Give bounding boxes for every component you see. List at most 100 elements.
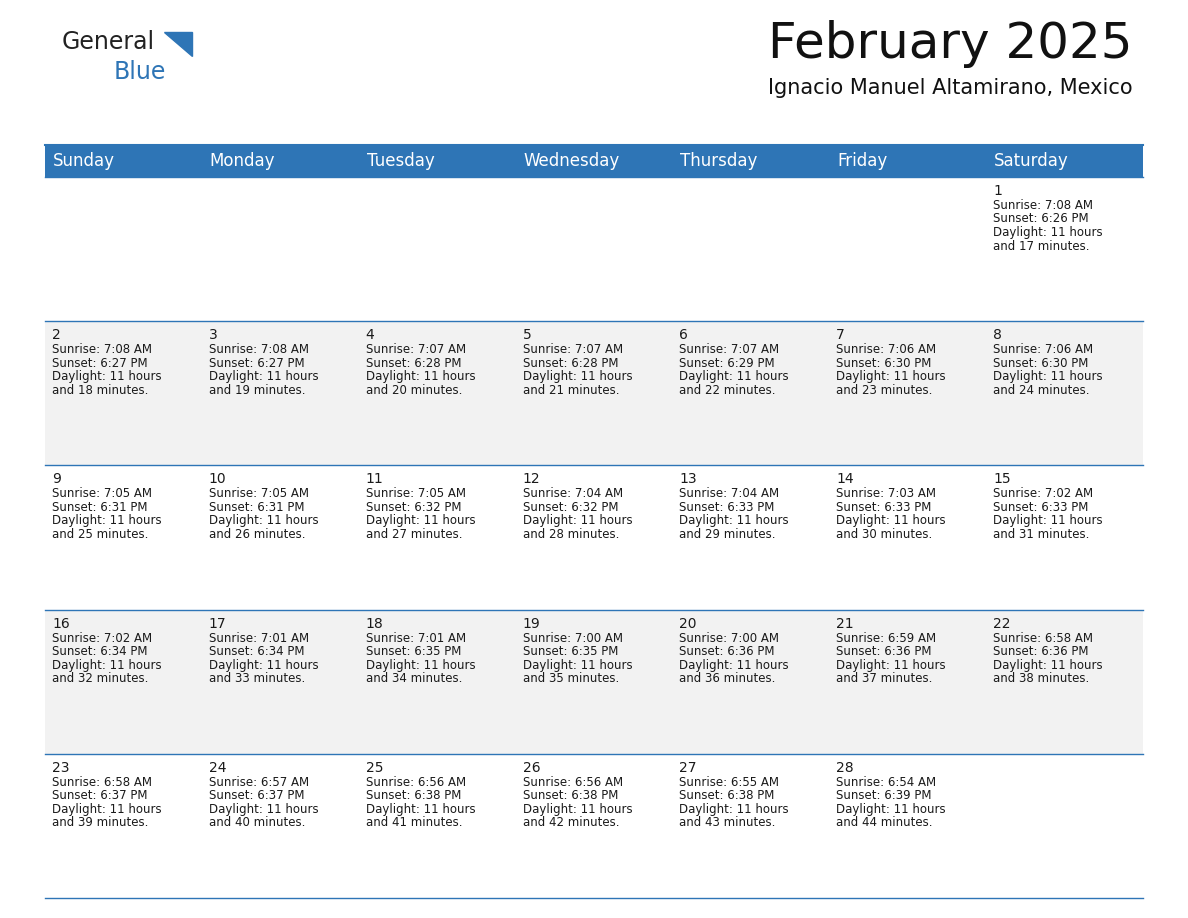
Text: Sunrise: 7:01 AM: Sunrise: 7:01 AM <box>209 632 309 644</box>
Text: 21: 21 <box>836 617 854 631</box>
Text: and 41 minutes.: and 41 minutes. <box>366 816 462 829</box>
Text: Sunset: 6:34 PM: Sunset: 6:34 PM <box>209 645 304 658</box>
Text: Daylight: 11 hours: Daylight: 11 hours <box>836 803 946 816</box>
Text: 7: 7 <box>836 329 845 342</box>
Text: Sunrise: 7:04 AM: Sunrise: 7:04 AM <box>680 487 779 500</box>
Text: Sunrise: 7:08 AM: Sunrise: 7:08 AM <box>993 199 1093 212</box>
Text: and 18 minutes.: and 18 minutes. <box>52 384 148 397</box>
Text: Sunset: 6:27 PM: Sunset: 6:27 PM <box>52 357 147 370</box>
Text: 28: 28 <box>836 761 854 775</box>
Text: and 40 minutes.: and 40 minutes. <box>209 816 305 829</box>
Text: Sunrise: 7:01 AM: Sunrise: 7:01 AM <box>366 632 466 644</box>
Text: and 31 minutes.: and 31 minutes. <box>993 528 1089 541</box>
Text: Daylight: 11 hours: Daylight: 11 hours <box>993 226 1102 239</box>
Text: Daylight: 11 hours: Daylight: 11 hours <box>52 658 162 672</box>
Text: and 22 minutes.: and 22 minutes. <box>680 384 776 397</box>
Text: Thursday: Thursday <box>681 152 758 170</box>
Text: Daylight: 11 hours: Daylight: 11 hours <box>366 514 475 528</box>
Text: Sunset: 6:35 PM: Sunset: 6:35 PM <box>366 645 461 658</box>
Text: Sunset: 6:26 PM: Sunset: 6:26 PM <box>993 212 1088 226</box>
Text: Ignacio Manuel Altamirano, Mexico: Ignacio Manuel Altamirano, Mexico <box>769 78 1133 98</box>
Text: Sunrise: 7:07 AM: Sunrise: 7:07 AM <box>680 343 779 356</box>
Text: 27: 27 <box>680 761 697 775</box>
Text: Sunset: 6:38 PM: Sunset: 6:38 PM <box>680 789 775 802</box>
Text: Sunrise: 6:56 AM: Sunrise: 6:56 AM <box>523 776 623 789</box>
Text: Daylight: 11 hours: Daylight: 11 hours <box>209 370 318 383</box>
Text: 9: 9 <box>52 473 61 487</box>
Text: Sunrise: 6:58 AM: Sunrise: 6:58 AM <box>993 632 1093 644</box>
Text: 3: 3 <box>209 329 217 342</box>
Text: Sunset: 6:33 PM: Sunset: 6:33 PM <box>836 501 931 514</box>
Text: 6: 6 <box>680 329 688 342</box>
Text: 15: 15 <box>993 473 1011 487</box>
Text: Sunset: 6:31 PM: Sunset: 6:31 PM <box>209 501 304 514</box>
Text: Sunset: 6:32 PM: Sunset: 6:32 PM <box>366 501 461 514</box>
Text: Sunset: 6:33 PM: Sunset: 6:33 PM <box>993 501 1088 514</box>
Text: Sunrise: 7:05 AM: Sunrise: 7:05 AM <box>366 487 466 500</box>
Text: and 34 minutes.: and 34 minutes. <box>366 672 462 685</box>
Text: Daylight: 11 hours: Daylight: 11 hours <box>209 658 318 672</box>
Text: 8: 8 <box>993 329 1001 342</box>
Text: Sunrise: 7:08 AM: Sunrise: 7:08 AM <box>52 343 152 356</box>
Text: and 24 minutes.: and 24 minutes. <box>993 384 1089 397</box>
Text: and 29 minutes.: and 29 minutes. <box>680 528 776 541</box>
Text: Daylight: 11 hours: Daylight: 11 hours <box>366 803 475 816</box>
Text: Daylight: 11 hours: Daylight: 11 hours <box>680 803 789 816</box>
Text: Sunset: 6:38 PM: Sunset: 6:38 PM <box>366 789 461 802</box>
Text: Daylight: 11 hours: Daylight: 11 hours <box>523 370 632 383</box>
Text: Daylight: 11 hours: Daylight: 11 hours <box>52 514 162 528</box>
Text: and 35 minutes.: and 35 minutes. <box>523 672 619 685</box>
Text: 2: 2 <box>52 329 61 342</box>
Text: Daylight: 11 hours: Daylight: 11 hours <box>523 514 632 528</box>
Text: and 28 minutes.: and 28 minutes. <box>523 528 619 541</box>
Text: Sunset: 6:30 PM: Sunset: 6:30 PM <box>836 357 931 370</box>
Text: Daylight: 11 hours: Daylight: 11 hours <box>366 658 475 672</box>
Text: 18: 18 <box>366 617 384 631</box>
Text: and 42 minutes.: and 42 minutes. <box>523 816 619 829</box>
Text: Sunrise: 7:04 AM: Sunrise: 7:04 AM <box>523 487 623 500</box>
Text: Tuesday: Tuesday <box>367 152 435 170</box>
Text: and 38 minutes.: and 38 minutes. <box>993 672 1089 685</box>
Bar <box>45 610 1143 754</box>
Text: General: General <box>62 30 156 54</box>
Text: Friday: Friday <box>838 152 887 170</box>
Text: Sunset: 6:37 PM: Sunset: 6:37 PM <box>52 789 147 802</box>
Text: Daylight: 11 hours: Daylight: 11 hours <box>52 803 162 816</box>
Bar <box>45 145 1143 177</box>
Text: and 27 minutes.: and 27 minutes. <box>366 528 462 541</box>
Text: February 2025: February 2025 <box>769 20 1133 68</box>
Text: Sunrise: 6:55 AM: Sunrise: 6:55 AM <box>680 776 779 789</box>
Text: Sunset: 6:30 PM: Sunset: 6:30 PM <box>993 357 1088 370</box>
Text: Daylight: 11 hours: Daylight: 11 hours <box>993 658 1102 672</box>
Text: 14: 14 <box>836 473 854 487</box>
Text: Sunrise: 7:00 AM: Sunrise: 7:00 AM <box>523 632 623 644</box>
Text: Daylight: 11 hours: Daylight: 11 hours <box>680 658 789 672</box>
Text: Daylight: 11 hours: Daylight: 11 hours <box>209 514 318 528</box>
Text: and 23 minutes.: and 23 minutes. <box>836 384 933 397</box>
Text: Daylight: 11 hours: Daylight: 11 hours <box>836 370 946 383</box>
Text: 12: 12 <box>523 473 541 487</box>
Text: and 37 minutes.: and 37 minutes. <box>836 672 933 685</box>
Text: Daylight: 11 hours: Daylight: 11 hours <box>993 514 1102 528</box>
Text: Sunrise: 7:02 AM: Sunrise: 7:02 AM <box>52 632 152 644</box>
Text: Sunrise: 7:06 AM: Sunrise: 7:06 AM <box>836 343 936 356</box>
Text: Sunset: 6:37 PM: Sunset: 6:37 PM <box>209 789 304 802</box>
Text: Sunrise: 7:07 AM: Sunrise: 7:07 AM <box>366 343 466 356</box>
Bar <box>45 177 1143 321</box>
Text: Sunset: 6:36 PM: Sunset: 6:36 PM <box>836 645 931 658</box>
Text: Daylight: 11 hours: Daylight: 11 hours <box>836 514 946 528</box>
Text: Sunrise: 7:05 AM: Sunrise: 7:05 AM <box>209 487 309 500</box>
Text: Sunset: 6:35 PM: Sunset: 6:35 PM <box>523 645 618 658</box>
Text: 20: 20 <box>680 617 697 631</box>
Text: Sunset: 6:31 PM: Sunset: 6:31 PM <box>52 501 147 514</box>
Text: 24: 24 <box>209 761 227 775</box>
Text: 1: 1 <box>993 184 1001 198</box>
Text: Daylight: 11 hours: Daylight: 11 hours <box>680 370 789 383</box>
Text: 26: 26 <box>523 761 541 775</box>
Text: Sunrise: 7:08 AM: Sunrise: 7:08 AM <box>209 343 309 356</box>
Text: and 30 minutes.: and 30 minutes. <box>836 528 933 541</box>
Text: 16: 16 <box>52 617 70 631</box>
Text: Sunday: Sunday <box>53 152 115 170</box>
Text: Sunset: 6:28 PM: Sunset: 6:28 PM <box>366 357 461 370</box>
Text: Sunrise: 6:58 AM: Sunrise: 6:58 AM <box>52 776 152 789</box>
